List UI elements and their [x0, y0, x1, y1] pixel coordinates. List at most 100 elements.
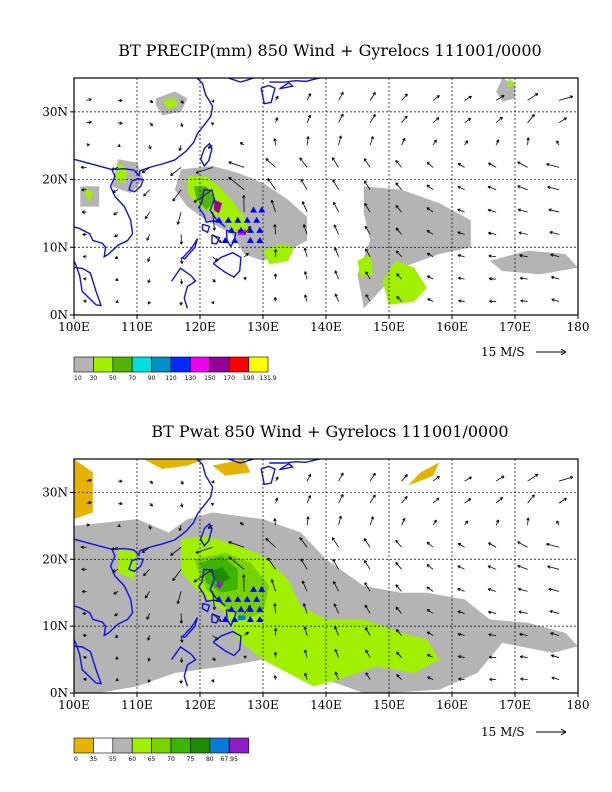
precip-gyreloc-marker: [234, 216, 242, 223]
precip-wind-vector: [432, 95, 440, 101]
pwat-wind-vector: [550, 632, 560, 636]
precip-wind-vector: [228, 176, 245, 191]
precip-wind-vector: [306, 114, 312, 123]
pwat-wind-vector: [114, 634, 119, 638]
pwat-gyreloc-marker: [250, 585, 258, 592]
pwat-wind-vector: [242, 574, 246, 592]
precip-gyreloc-marker: [231, 237, 239, 244]
pwat-wind-vector: [228, 556, 245, 570]
pwat-reference-arrowhead: [560, 728, 567, 736]
pwat-x-tick-label: 140E: [310, 698, 342, 712]
pwat-wind-vector: [86, 501, 92, 505]
precip-wind-vector: [195, 167, 213, 174]
precip-colorbar-label: 50: [109, 375, 117, 382]
precip-wind-vector: [518, 231, 528, 235]
pwat-colorbar: 0 35 55 60 65 70 75 80 67.95: [73, 737, 249, 763]
precip-x-tick-label: 130E: [247, 320, 279, 334]
pwat-wind-vector: [551, 676, 560, 681]
precip-wind-vector: [212, 278, 216, 283]
precip-shaded-region: [83, 189, 93, 203]
precip-colorbar-label: 70: [128, 375, 136, 382]
precip-gyreloc-marker: [258, 206, 266, 213]
pwat-wind-vector: [495, 497, 503, 504]
precip-wind-vector: [395, 250, 402, 258]
precip-coastline: [228, 78, 254, 83]
precip-wind-vector: [426, 184, 434, 191]
pwat-wind-vector: [550, 654, 560, 658]
pwat-wind-vector: [395, 584, 402, 592]
precip-colorbar-label: 190: [243, 375, 255, 382]
precip-shaded-region: [162, 98, 178, 110]
pwat-wind-vector: [178, 525, 182, 532]
precip-wind-vector: [517, 185, 528, 191]
precip-wind-vector: [527, 114, 535, 123]
pwat-map: 100E 110E 120E 130E 140E 150E 160E 170E 180 0N 10N…: [42, 458, 589, 712]
pwat-wind-vector: [519, 632, 528, 637]
pwat-wind-vector: [365, 627, 371, 636]
precip-y-tick-label: 10N: [42, 240, 68, 254]
precip-colorbar-swatch: [93, 356, 114, 373]
precip-gyreloc-marker: [221, 237, 229, 244]
precip-wind-vector: [517, 208, 528, 213]
precip-colorbar-label: 131.9: [259, 375, 276, 382]
pwat-panel: BT Pwat 850 Wind + Gyrelocs 111001/0000 …: [42, 422, 589, 763]
precip-wind-vector: [179, 279, 184, 285]
pwat-wind-vector: [303, 626, 308, 636]
pwat-wind-vector: [364, 582, 371, 592]
pwat-wind-vector: [118, 501, 123, 506]
pwat-gyreloc-marker: [256, 615, 264, 622]
pwat-y-tick-label: 0N: [50, 686, 68, 700]
pwat-wind-vector: [546, 542, 560, 548]
pwat-wind-vector: [396, 651, 402, 658]
pwat-wind-vector: [365, 672, 371, 680]
precip-wind-vector: [147, 278, 151, 284]
precip-colorbar-swatch: [151, 356, 172, 373]
pwat-wind-vector: [273, 651, 278, 658]
pwat-wind-vector: [527, 473, 539, 482]
precip-wind-vector: [301, 201, 308, 213]
pwat-x-tick-label: 130E: [247, 698, 279, 712]
pwat-wind-vector: [363, 560, 371, 570]
pwat-colorbar-label: 35: [90, 756, 98, 763]
pwat-shaded-region: [209, 567, 231, 585]
pwat-wind-vector: [81, 567, 87, 572]
precip-wind-vector: [338, 91, 344, 101]
precip-wind-vector: [464, 95, 472, 101]
precip-wind-vector: [487, 208, 497, 213]
precip-wind-vector: [179, 301, 183, 306]
precip-wind-vector: [488, 254, 497, 258]
precip-reference-vector-label: 15 M/S: [481, 345, 525, 359]
pwat-wind-vector: [556, 520, 560, 526]
precip-wind-vector: [274, 117, 279, 123]
precip-colorbar-label: 10: [74, 375, 82, 382]
pwat-colorbar-label: 65: [148, 756, 156, 763]
precip-shaded-region: [263, 243, 295, 265]
precip-wind-vector: [488, 277, 497, 281]
precip-wind-vector: [395, 182, 402, 190]
precip-wind-vector: [526, 137, 530, 146]
precip-wind-vector: [457, 208, 465, 213]
pwat-gyreloc-marker: [231, 615, 239, 622]
pwat-wind-vector: [172, 569, 182, 582]
precip-colorbar-swatch: [131, 356, 152, 373]
precip-wind-vector: [488, 231, 497, 235]
pwat-wind-vector: [300, 558, 308, 570]
pwat-wind-vector: [338, 472, 344, 482]
precip-coastline: [269, 78, 320, 83]
pwat-wind-vector: [369, 516, 374, 526]
precip-coastline: [279, 81, 295, 90]
precip-wind-vector: [176, 211, 182, 225]
precip-wind-vector: [112, 189, 119, 193]
precip-wind-vector: [86, 98, 92, 102]
precip-wind-vector: [338, 135, 342, 146]
precip-gyreloc-marker: [250, 206, 258, 213]
pwat-wind-vector: [193, 568, 213, 583]
pwat-wind-vector: [117, 523, 121, 528]
pwat-coastline: [228, 459, 254, 464]
precip-wind-vector: [273, 297, 278, 302]
pwat-wind-vector: [396, 674, 402, 680]
precip-wind-vector: [273, 273, 278, 280]
pwat-colorbar-label: 70: [167, 756, 175, 763]
precip-wind-vector: [113, 211, 119, 216]
pwat-wind-vector: [306, 516, 310, 526]
